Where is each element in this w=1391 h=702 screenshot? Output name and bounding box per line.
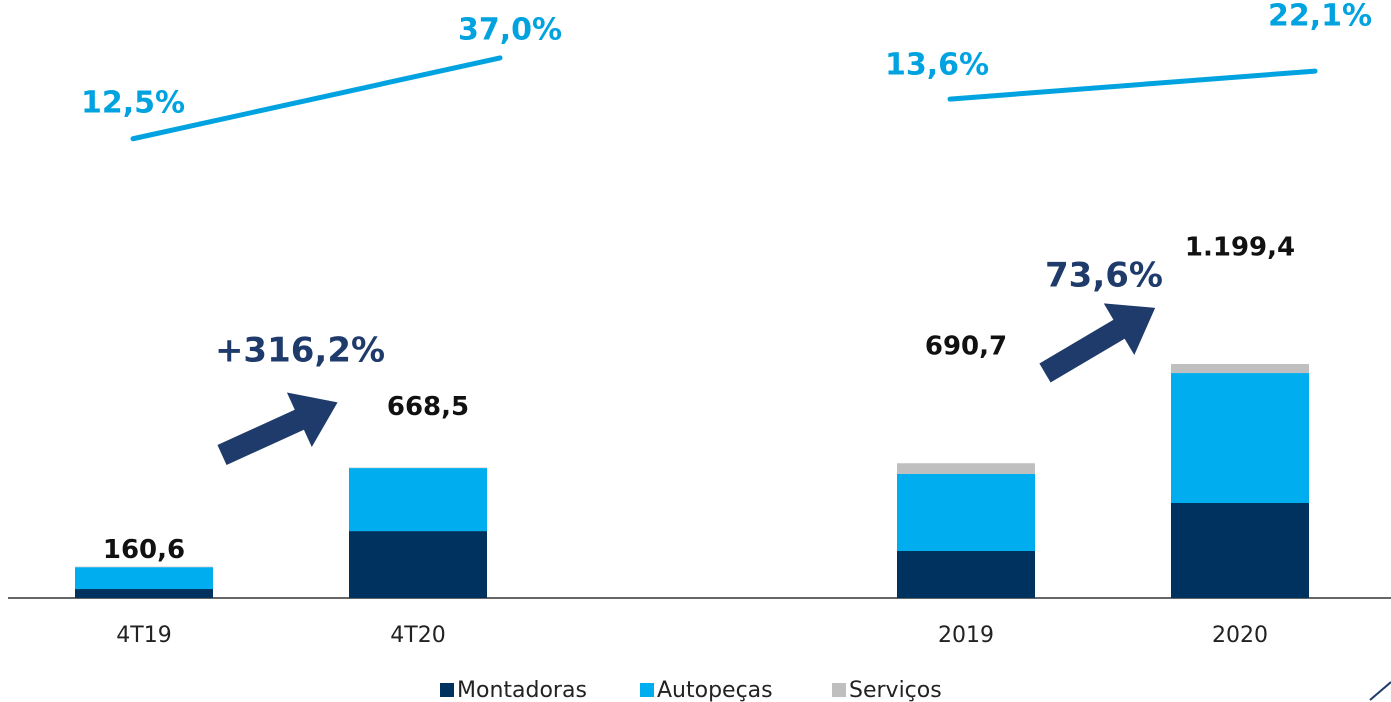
bar-segment: [1171, 502, 1309, 598]
x-tick-label: 2019: [938, 623, 994, 648]
total-label: 690,7: [925, 332, 1007, 362]
bar-segment: [349, 468, 487, 532]
legend-swatch: [440, 683, 454, 697]
margin-label: 13,6%: [885, 48, 989, 83]
margin-label: 22,1%: [1268, 0, 1372, 34]
bar-segment: [75, 566, 213, 568]
legend-swatch: [832, 683, 846, 697]
annotation: +316,2%: [215, 331, 385, 371]
margin-label: 37,0%: [458, 12, 562, 47]
annotation: 73,6%: [1045, 256, 1163, 296]
bar-segment: [1171, 373, 1309, 503]
bar-segment: [897, 473, 1035, 551]
bar-segment: [897, 550, 1035, 598]
x-tick-label: 4T20: [390, 623, 445, 648]
margin-line: [947, 68, 1318, 102]
decoration: [1369, 681, 1391, 701]
bar-segment: [897, 463, 1035, 474]
x-tick-label: 4T19: [116, 623, 171, 648]
bar-segment: [1171, 363, 1309, 374]
growth-arrow: [217, 392, 338, 466]
legend-label: Montadoras: [457, 678, 587, 702]
x-tick-label: 2020: [1212, 623, 1268, 648]
bar-segment: [349, 531, 487, 598]
total-label: 668,5: [387, 392, 469, 422]
growth-arrow: [1039, 303, 1156, 383]
bar-segment: [75, 567, 213, 590]
legend-swatch: [640, 683, 654, 697]
legend-label: Autopeças: [657, 678, 773, 702]
margin-line: [130, 55, 503, 142]
total-label: 1.199,4: [1185, 232, 1295, 262]
margin-label: 12,5%: [81, 85, 185, 120]
total-label: 160,6: [103, 535, 185, 565]
bar-segment: [75, 589, 213, 598]
legend-label: Serviços: [849, 678, 942, 702]
